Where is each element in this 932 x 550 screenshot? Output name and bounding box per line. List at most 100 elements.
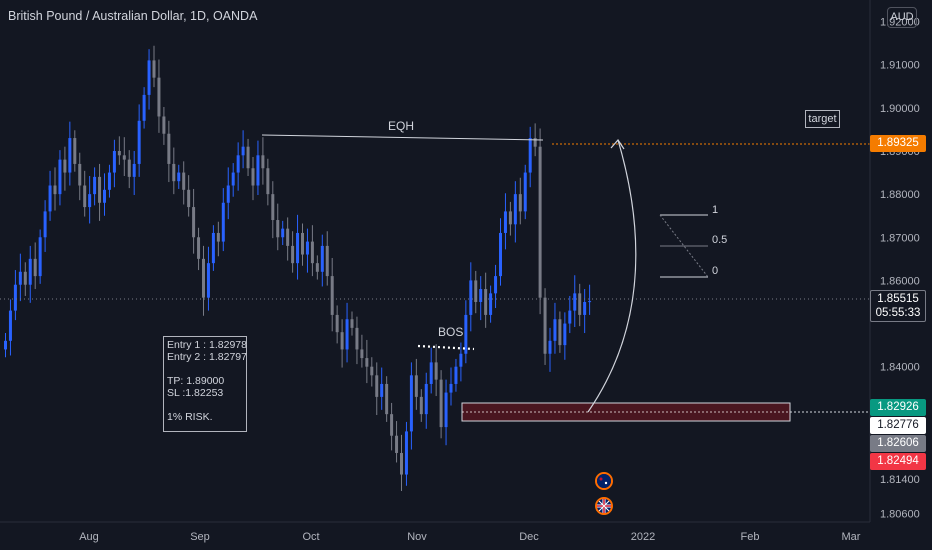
candle-body — [508, 211, 512, 225]
candle-body — [157, 77, 161, 117]
candle-body — [538, 146, 542, 298]
candle-body — [147, 60, 151, 95]
candle-body — [53, 185, 57, 195]
uk-flag-icon[interactable] — [595, 497, 613, 515]
candle-body — [479, 289, 483, 302]
price-tick-label: 1.88000 — [880, 189, 920, 201]
candle-body — [484, 289, 488, 315]
candle-body — [513, 194, 517, 225]
candle-body — [58, 159, 62, 195]
candle-body — [48, 185, 52, 212]
candle-body — [83, 185, 87, 208]
current-price-value: 1.85515 — [877, 293, 919, 305]
price-tick-label: 1.90000 — [880, 103, 920, 115]
candle-body — [553, 319, 557, 341]
time-tick-label: 2022 — [631, 531, 655, 543]
candle-body — [310, 241, 314, 264]
candle-body — [98, 176, 102, 203]
candle-body — [494, 276, 498, 294]
fib-trend — [659, 214, 709, 278]
candle-body — [68, 138, 72, 173]
candle-body — [340, 332, 344, 350]
symbol-title[interactable]: British Pound / Australian Dollar, 1D, O… — [8, 9, 258, 23]
price-tick-label: 1.84000 — [880, 362, 920, 374]
candle-body — [400, 452, 403, 475]
projection-arrow — [587, 139, 637, 413]
currency-badge[interactable]: AUD — [887, 7, 917, 28]
candle-body — [236, 155, 240, 173]
candle-body — [93, 176, 97, 195]
candle-body — [73, 138, 77, 164]
candle-body — [182, 172, 186, 190]
target-label: target — [805, 110, 840, 128]
chart-drawings: 1 0.5 0 EQH BOS — [0, 119, 870, 422]
candle-body — [375, 375, 379, 397]
candle-body — [469, 280, 473, 315]
price-tick-label: 1.87000 — [880, 232, 920, 244]
candle-body — [385, 383, 389, 415]
candle-body — [251, 168, 255, 186]
candle-body — [449, 383, 453, 393]
candle-body — [360, 349, 364, 359]
candle-body — [459, 353, 463, 367]
candle-body — [221, 202, 225, 242]
candle-body — [499, 232, 502, 277]
candle-body — [276, 220, 280, 238]
candle-body — [409, 375, 413, 432]
info-line: SL :1.82253 — [167, 387, 224, 399]
candle-body — [43, 211, 47, 238]
candle-body — [202, 258, 205, 298]
candle-body — [503, 211, 507, 233]
candle-body — [291, 245, 295, 264]
candle-body — [414, 375, 418, 397]
entry2-price-tag: 1.82776 — [870, 417, 926, 434]
fib-label-0: 0 — [712, 265, 718, 277]
trade-info-box: Entry 1 : 1.82978 Entry 2 : 1.82797 TP: … — [163, 336, 247, 432]
candle-body — [137, 120, 141, 164]
candle-body — [13, 284, 17, 311]
info-line: 1% RISK. — [167, 411, 213, 423]
candle-body — [543, 297, 547, 354]
candle-body — [518, 194, 522, 212]
info-line: Entry 1 : 1.82978 — [167, 339, 247, 351]
candle-body — [315, 263, 319, 272]
australia-flag-icon[interactable] — [595, 472, 613, 490]
candle-body — [63, 159, 67, 173]
candle-body — [434, 362, 438, 380]
fib-label-1: 1 — [712, 204, 718, 216]
candle-body — [558, 319, 562, 346]
candle-body — [117, 150, 121, 156]
candle-body — [286, 228, 290, 246]
candle-body — [429, 362, 433, 384]
target-price-tag: 1.89325 — [870, 135, 926, 152]
candle-body — [281, 228, 285, 238]
time-tick-label: Oct — [302, 531, 319, 543]
candle-body — [18, 271, 22, 285]
time-tick-label: Feb — [741, 531, 760, 543]
zone-low-price-tag: 1.82606 — [870, 435, 926, 452]
candle-body — [444, 392, 448, 428]
candle-body — [271, 194, 275, 221]
candle-body — [266, 168, 270, 195]
time-tick-label: Nov — [407, 531, 427, 543]
candle-body — [172, 163, 176, 182]
candle-body — [489, 293, 493, 315]
candle-body — [78, 163, 82, 186]
candle-body — [305, 241, 309, 255]
candle-body — [256, 155, 260, 186]
candle-body — [419, 396, 423, 415]
candle-body — [103, 189, 106, 203]
candle-body — [88, 194, 92, 208]
candle-body — [335, 314, 339, 333]
time-tick-label: Dec — [519, 531, 539, 543]
candle-body — [474, 280, 478, 302]
eqh-label: EQH — [388, 119, 414, 133]
time-tick-label: Mar — [842, 531, 861, 543]
candle-body — [33, 258, 37, 277]
candle-body — [152, 60, 156, 78]
info-line — [167, 363, 243, 375]
candle-body — [112, 150, 116, 173]
info-line: Entry 2 : 1.82797 — [167, 351, 247, 363]
candle-body — [167, 133, 171, 164]
